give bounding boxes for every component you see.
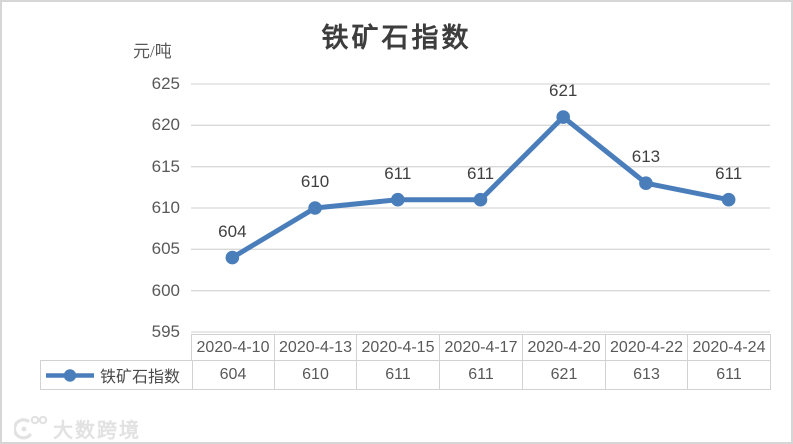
y-tick-label: 610 — [151, 198, 180, 217]
y-axis-unit-label: 元/吨 — [133, 42, 172, 61]
watermark-text: 大数跨境 — [53, 419, 141, 442]
y-tick-label: 595 — [151, 322, 180, 341]
date-header-cell: 2020-4-20 — [522, 334, 606, 361]
value-cell: 611 — [687, 360, 771, 390]
legend-line-marker-icon — [46, 368, 94, 382]
date-header-cell: 2020-4-17 — [439, 334, 523, 361]
date-header-cell: 2020-4-15 — [356, 334, 440, 361]
y-tick-label: 625 — [151, 74, 180, 93]
y-tick-label: 615 — [151, 156, 180, 176]
value-cell: 604 — [191, 360, 275, 390]
chart-title: 铁矿石指数 — [321, 23, 472, 53]
legend-series-label: 铁矿石指数 — [100, 369, 181, 386]
data-label: 610 — [300, 172, 330, 191]
data-label: 604 — [218, 221, 247, 241]
legend-cell: 铁矿石指数 — [40, 360, 193, 390]
value-cell: 610 — [274, 360, 357, 390]
y-tick-label: 600 — [151, 280, 180, 300]
y-tick-label: 620 — [151, 115, 180, 135]
data-label: 611 — [466, 163, 495, 183]
watermark: 大数跨境 — [14, 414, 141, 442]
y-tick-label: 605 — [151, 239, 180, 259]
data-label: 613 — [631, 147, 661, 167]
value-cell: 611 — [439, 360, 523, 390]
data-label: 611 — [384, 163, 412, 183]
data-label: 621 — [549, 81, 578, 101]
date-header-cell: 2020-4-10 — [191, 334, 275, 361]
date-header-cell: 2020-4-22 — [605, 334, 688, 361]
watermark-logo-icon — [14, 415, 48, 440]
date-header-cell: 2020-4-24 — [687, 334, 771, 361]
data-label: 611 — [715, 163, 743, 183]
date-header-cell: 2020-4-13 — [274, 334, 357, 361]
value-cell: 613 — [605, 360, 688, 390]
value-cell: 621 — [522, 360, 606, 390]
value-cell: 611 — [356, 360, 440, 390]
